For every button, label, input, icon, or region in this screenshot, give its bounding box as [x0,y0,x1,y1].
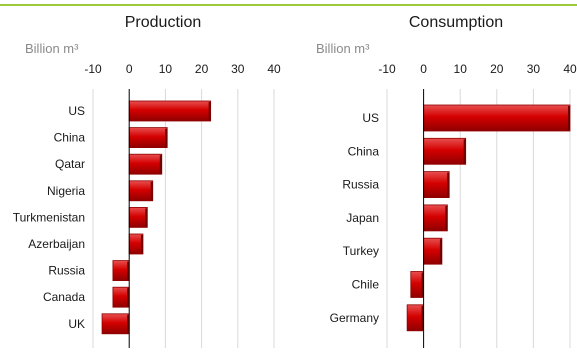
top-rule [0,4,577,6]
bar-edge [127,314,130,333]
bar-edge [159,155,162,174]
production-bars [101,100,212,335]
bar [423,237,443,265]
category-label: Qatar [55,157,85,171]
production-category-labels: US China Qatar Nigeria Turkmenistan Azerbaija… [13,104,86,331]
bar-edge [568,106,570,130]
x-tick-label: 40 [267,62,281,76]
production-x-ticks: -10 0 10 20 30 40 [84,62,281,76]
category-label: Turkey [343,244,379,258]
bar-edge [140,235,143,253]
category-label: Germany [330,311,379,325]
x-tick-label: 30 [527,62,541,76]
x-tick-label: 0 [126,62,133,76]
x-tick-label: 0 [420,62,427,76]
bar-edge [445,205,448,230]
production-gridlines [92,89,275,348]
bar-edge [421,272,424,297]
bar [423,171,450,199]
bar-edge [165,128,168,147]
bar-edge [127,261,130,280]
bar-edge [150,181,153,200]
consumption-gridlines [386,89,571,348]
category-label: US [68,104,85,118]
consumption-x-ticks: -10 0 10 20 30 40 [378,62,577,76]
x-tick-label: -10 [378,62,396,76]
bar [128,127,168,148]
bar [101,313,130,335]
bar [128,233,144,255]
bar-edge [208,102,211,120]
bar [406,304,425,332]
category-label: Turkmenistan [13,210,85,224]
category-label: Nigeria [47,184,85,198]
bar-edge [447,172,450,197]
category-label: Russia [48,264,85,278]
x-tick-label: 10 [159,62,173,76]
category-label: China [54,131,86,145]
production-title: Production [125,14,202,31]
category-label: UK [68,317,85,331]
bar-edge [421,305,424,330]
consumption-title: Consumption [409,14,503,31]
category-label: Russia [342,178,379,192]
x-tick-label: 20 [195,62,209,76]
bar [423,137,467,165]
bar [423,104,571,132]
bar [423,204,448,232]
category-label: Canada [43,290,85,304]
bar-edge [439,239,442,264]
bar-edge [127,288,130,307]
bar-edge [463,139,466,164]
production-chart: Production Billion m³ -10 0 10 20 30 40 US Chi… [13,14,281,348]
consumption-chart: Consumption Billion m³ -10 0 10 20 30 40 US Ch… [316,14,577,348]
x-tick-label: 40 [563,62,577,76]
bar [112,260,130,282]
consumption-bars [406,104,571,332]
category-label: Azerbaijan [28,237,85,251]
category-label: China [348,144,380,158]
production-unit-label: Billion m³ [25,41,79,56]
bar-edge [145,208,148,227]
bar [128,153,163,175]
bar [112,286,130,308]
category-label: Chile [352,278,380,292]
bar [128,100,212,122]
x-tick-label: 20 [490,62,504,76]
bar [128,206,148,228]
category-label: Japan [346,211,379,225]
category-label: US [362,111,379,125]
x-tick-label: 30 [231,62,245,76]
x-tick-label: 10 [454,62,468,76]
consumption-category-labels: US China Russia Japan Turkey Chile Germany [330,111,380,325]
consumption-unit-label: Billion m³ [316,41,370,56]
bar [128,180,154,202]
x-tick-label: -10 [84,62,102,76]
